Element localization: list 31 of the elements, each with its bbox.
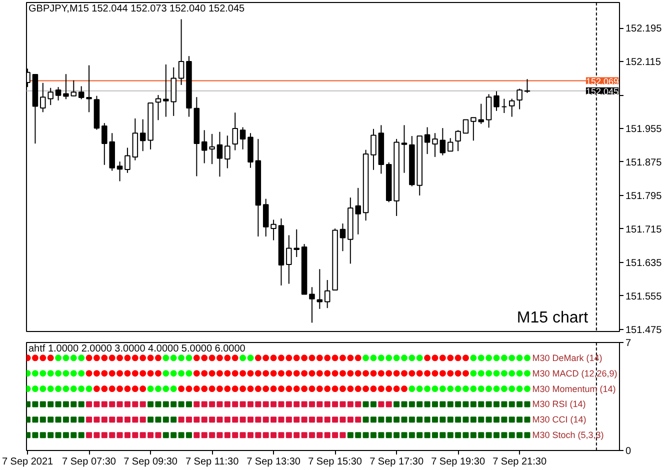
ref-line-label: 152.069 — [586, 76, 619, 86]
y-tick-label: 151.795 — [626, 190, 662, 202]
annotation: M15 chart — [516, 310, 589, 326]
x-tick-label: 7 Sep 21:30 — [492, 456, 547, 468]
chart-title: GBPJPY,M15 152.044 152.073 152.040 152.045 — [28, 4, 246, 14]
y-tick-label: 152.195 — [626, 24, 662, 35]
y-tick-label: 7 — [626, 338, 632, 349]
x-tick-label: 7 Sep 15:30 — [308, 456, 362, 468]
x-tick-label: 7 Sep 13:30 — [246, 456, 301, 468]
y-tick-label: 151.955 — [626, 124, 662, 135]
x-tick-label: 7 Sep 19:30 — [431, 456, 486, 468]
series-label: M30 DeMark (14) — [532, 352, 602, 363]
x-tick-label: 7 Sep 17:30 — [370, 456, 424, 468]
series-label: M30 CCI (14) — [532, 414, 586, 425]
x-tick-label: 7 Sep 07:30 — [62, 456, 116, 468]
ref-line-label: 152.045 — [586, 86, 619, 96]
x-tick-label: 7 Sep 09:30 — [124, 456, 178, 468]
series-label: M30 Momentum (14) — [532, 384, 616, 394]
y-tick-label: 0 — [626, 446, 632, 457]
x-tick-label: 7 Sep 2021 — [2, 456, 54, 468]
series-label: M30 RSI (14) — [532, 399, 586, 410]
series-label: M30 Stoch (5,3,3) — [532, 430, 604, 440]
y-tick-label: 151.555 — [626, 291, 662, 302]
chart-title: ahtf 1.0000 2.0000 3.0000 4.0000 5.0000 6.0000 — [28, 344, 246, 354]
series-label: M30 MACD (12,26,9) — [532, 368, 618, 378]
y-tick-label: 151.875 — [626, 157, 662, 168]
y-tick-label: 151.635 — [626, 258, 662, 269]
y-tick-label: 151.715 — [626, 224, 662, 236]
y-tick-label: 151.475 — [626, 324, 662, 336]
y-tick-label: 152.115 — [626, 57, 662, 68]
x-tick-label: 7 Sep 11:30 — [185, 456, 240, 468]
